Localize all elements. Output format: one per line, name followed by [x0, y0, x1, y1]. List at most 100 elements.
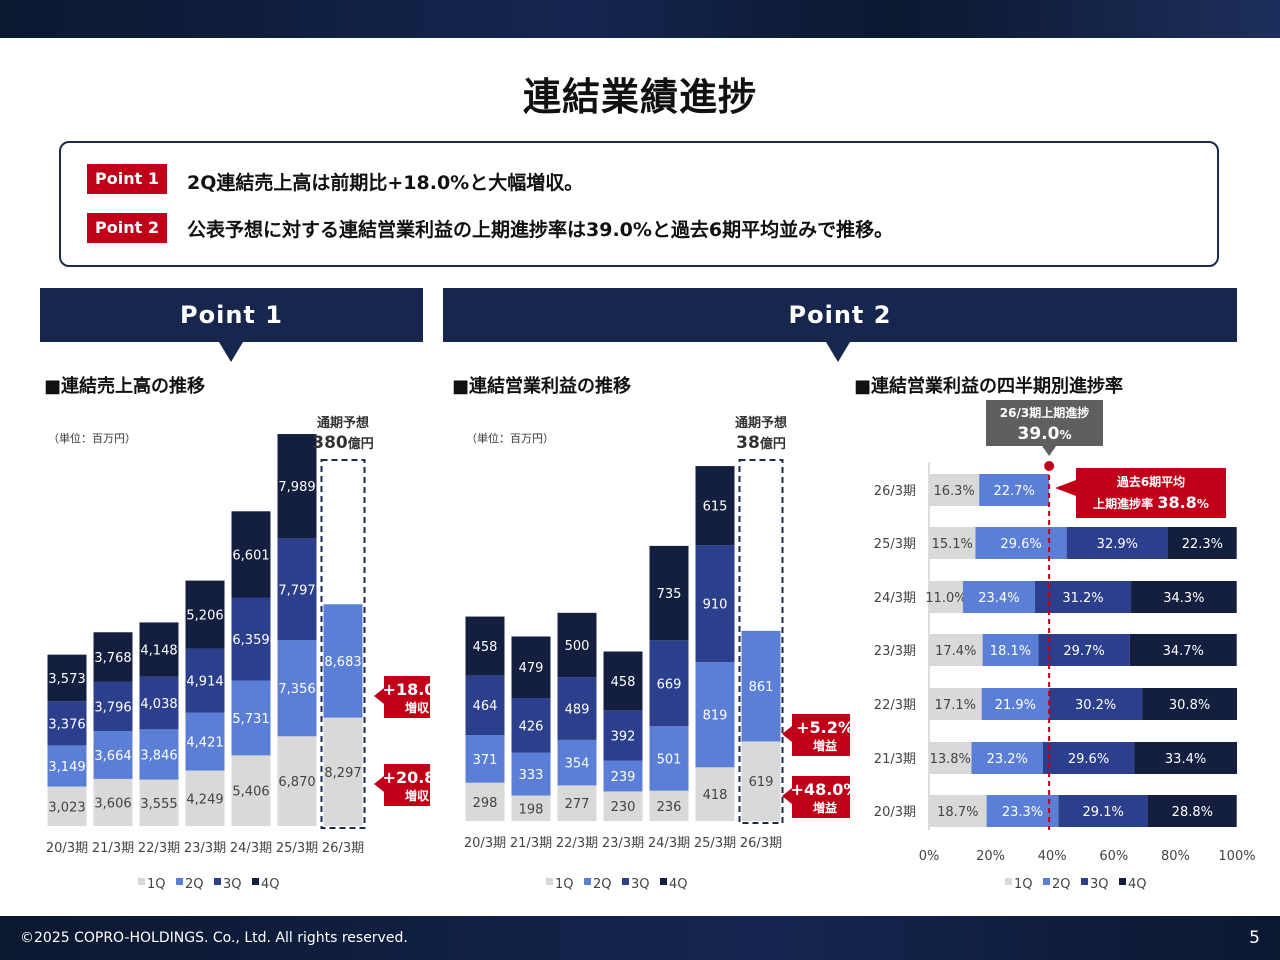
data-label: 6,359: [232, 633, 269, 648]
bar-4q-5: [695, 466, 735, 546]
average-value: 上期進捗率 38.8%: [1093, 493, 1209, 512]
legend-swatch: [584, 878, 591, 885]
y-tick-label: 20/3期: [874, 805, 916, 820]
bar-3q-3: [1038, 634, 1130, 666]
legend-swatch: [252, 878, 259, 885]
data-label: 426: [519, 719, 544, 734]
legend-swatch: [176, 878, 183, 885]
copyright-text: ©2025 COPRO-HOLDINGS. Co., Ltd. All righ…: [20, 930, 408, 946]
data-label: 22.7%: [994, 484, 1035, 499]
data-label: 29.6%: [1000, 537, 1041, 552]
bar-4q-1: [93, 632, 133, 682]
growth-label: 増益: [813, 738, 837, 753]
bar-2q-3: [603, 760, 643, 792]
data-label: 29.1%: [1083, 805, 1124, 820]
legend-swatch: [622, 878, 629, 885]
bar-2q-5: [695, 662, 735, 768]
growth-callout: [792, 714, 850, 756]
bar-4q-4: [649, 545, 689, 641]
legend-swatch: [1119, 878, 1126, 885]
x-tick-label: 21/3期: [92, 841, 134, 856]
marker-label: 26/3期上期進捗: [1000, 405, 1089, 420]
data-label: 669: [657, 677, 682, 692]
bar-2q-1: [93, 731, 133, 779]
bar-4q-3: [603, 651, 643, 711]
data-label: 464: [473, 699, 498, 714]
data-label: 910: [703, 598, 728, 613]
bar-2q-4: [649, 726, 689, 791]
sales-chart-title: ■連結売上高の推移: [44, 376, 206, 397]
data-label: 7,356: [278, 682, 315, 697]
data-label: 7,989: [278, 480, 315, 495]
data-label: 34.7%: [1163, 644, 1204, 659]
y-tick-label: 22/3期: [874, 698, 916, 713]
sales-chart: （単位：百万円） 3,023 3,149 3,376 3,573 20/3期 3,606 3,…: [46, 415, 430, 892]
data-label: 500: [565, 639, 590, 654]
point1-tag: Point 1: [87, 164, 167, 194]
data-label: 3,768: [94, 651, 131, 666]
data-label: 32.9%: [1097, 537, 1138, 552]
bar-3q-5: [277, 538, 317, 641]
bar-1q-6: [741, 741, 781, 821]
legend-swatch: [138, 878, 145, 885]
marker-callout: [986, 400, 1103, 446]
data-label: 7,797: [278, 583, 315, 598]
data-label: 354: [565, 757, 590, 772]
bar-4q-6: [1147, 795, 1237, 827]
growth-value: +18.0%: [383, 680, 430, 699]
legend-swatch: [214, 878, 221, 885]
bar-1q-4: [231, 755, 271, 826]
bar-3q-0: [47, 701, 87, 746]
bar-4q-4: [231, 511, 271, 598]
data-label: 3,573: [48, 672, 85, 687]
forecast-frame: [320, 459, 366, 829]
bar-1q-6: [323, 717, 363, 826]
x-tick-label: 24/3期: [230, 841, 272, 856]
legend-swatch: [1081, 878, 1088, 885]
average-callout: [1076, 468, 1226, 518]
bar-3q-3: [603, 710, 643, 761]
points-summary-box: Point 1 2Q連結売上高は前期比+18.0%と大幅増収。 Point 2 …: [59, 141, 1219, 267]
x-tick-label: 60%: [1099, 849, 1128, 864]
bar-4q-2: [1131, 581, 1237, 613]
growth-callout: [384, 676, 430, 718]
x-tick-label: 23/3期: [602, 836, 644, 851]
bar-1q-3: [603, 791, 643, 821]
top-bar: [0, 0, 1280, 38]
data-label: 239: [611, 770, 636, 785]
bar-1q-3: [185, 770, 225, 826]
x-tick-label: 20%: [976, 849, 1005, 864]
bar-2q-0: [465, 735, 505, 783]
data-label: 13.8%: [930, 752, 971, 767]
bar-1q-1: [929, 527, 976, 559]
data-label: 3,796: [94, 700, 131, 715]
growth-callout: [384, 764, 430, 806]
data-label: 23.4%: [978, 591, 1019, 606]
op-profit-chart: （単位：百万円） 298 371 464 458 20/3期 198 333 426 479 21/…: [464, 415, 850, 892]
y-tick-label: 23/3期: [874, 644, 916, 659]
callout-arrow: [374, 688, 384, 704]
data-label: 6,870: [278, 775, 315, 790]
bar-3q-5: [695, 545, 735, 663]
legend-entry: 3Q: [223, 877, 242, 892]
bar-4q-5: [277, 434, 317, 539]
data-label: 4,249: [186, 792, 223, 807]
data-label: 29.7%: [1063, 644, 1104, 659]
bar-3q-2: [557, 677, 597, 740]
bar-2q-0: [979, 474, 1050, 506]
x-tick-label: 80%: [1161, 849, 1190, 864]
bar-4q-1: [1168, 527, 1237, 559]
data-label: 333: [519, 768, 544, 783]
bar-2q-5: [277, 640, 317, 737]
data-label: 489: [565, 702, 590, 717]
bar-3q-3: [185, 648, 225, 713]
growth-value: +5.2%: [796, 718, 850, 737]
bar-1q-5: [277, 736, 317, 826]
data-label: 298: [473, 796, 498, 811]
bar-4q-3: [1129, 634, 1237, 666]
x-tick-label: 26/3期: [322, 841, 364, 856]
bar-2q-2: [557, 739, 597, 786]
data-label: 28.8%: [1172, 805, 1213, 820]
x-tick-label: 100%: [1218, 849, 1255, 864]
bar-1q-1: [511, 795, 551, 821]
